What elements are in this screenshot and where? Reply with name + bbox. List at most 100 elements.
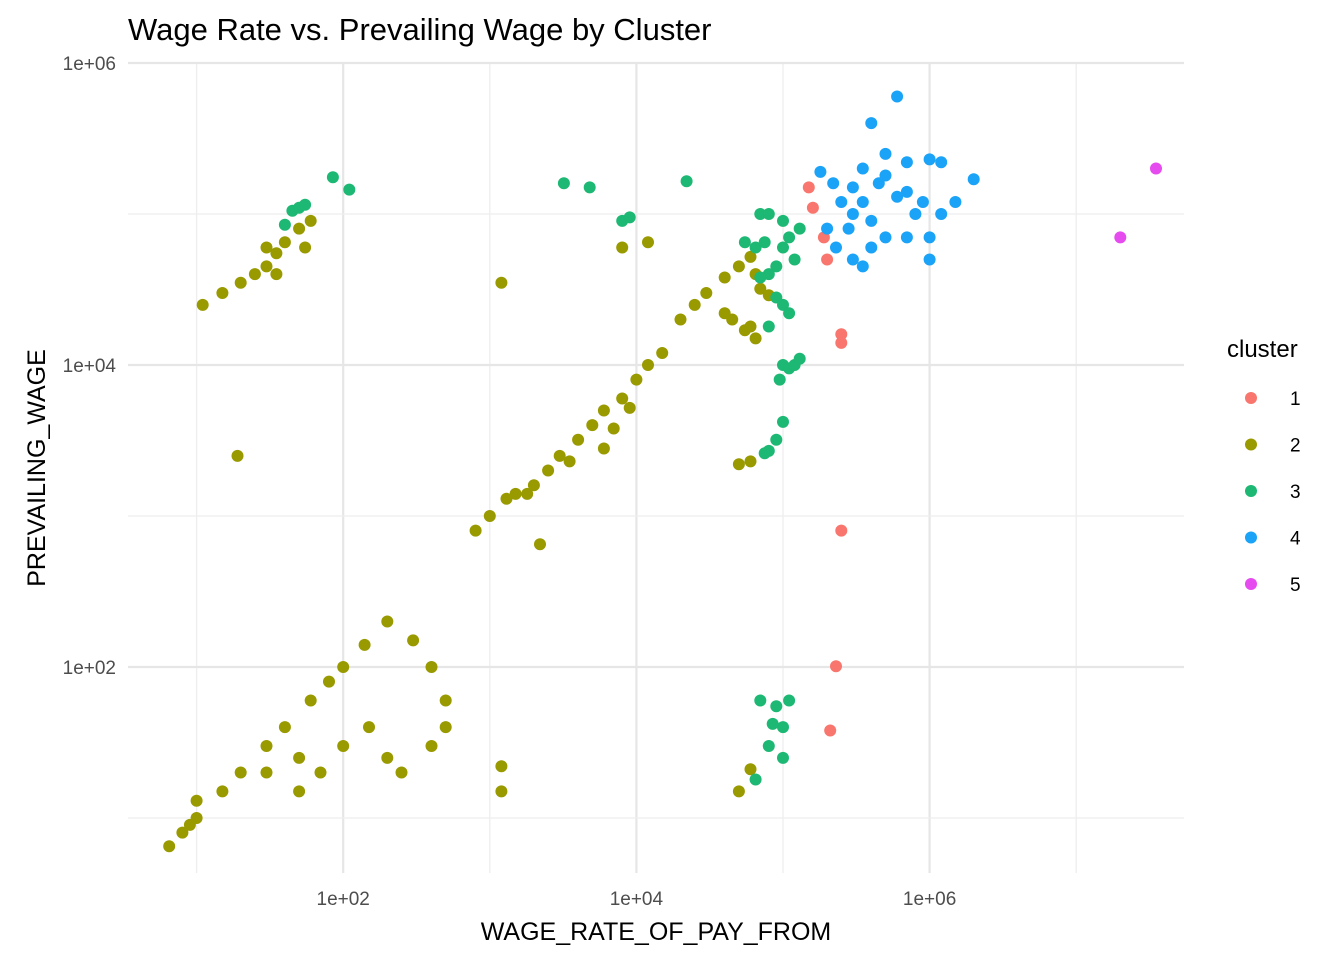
legend-label-4: 4 [1290,529,1301,550]
data-point-cluster-2 [260,241,273,254]
y-tick-label: 1e+04 [63,356,117,377]
data-point-cluster-3 [326,171,339,184]
data-point-cluster-2 [572,433,585,446]
data-point-cluster-2 [630,373,643,386]
data-point-cluster-2 [718,307,731,320]
data-point-cluster-3 [758,447,771,460]
data-point-cluster-2 [260,740,273,752]
data-point-cluster-2 [439,721,452,734]
data-point-cluster-1 [824,724,837,737]
data-point-cluster-2 [483,510,496,522]
data-point-cluster-3 [623,211,636,224]
data-point-cluster-4 [846,253,859,266]
data-point-cluster-2 [190,812,203,824]
data-point-cluster-4 [891,190,904,203]
data-point-cluster-1 [821,253,834,266]
data-point-cluster-2 [586,419,599,432]
data-point-cluster-5 [1114,231,1127,244]
data-point-cluster-2 [381,615,394,628]
data-point-cluster-3 [754,271,767,284]
y-tick-label: 1e+06 [63,54,116,75]
data-point-cluster-4 [900,185,913,198]
data-point-cluster-3 [788,253,801,266]
data-point-cluster-4 [923,153,936,166]
data-point-cluster-5 [1150,162,1162,175]
data-point-cluster-3 [343,183,356,196]
data-point-cluster-2 [231,449,244,462]
data-point-cluster-2 [744,455,757,468]
data-point-cluster-2 [363,721,375,734]
x-axis-ticks: 1e+02 1e+04 1e+06 [317,889,957,910]
data-point-cluster-4 [827,177,840,190]
data-point-cluster-4 [842,222,855,235]
data-point-cluster-4 [846,208,859,220]
x-tick-label: 1e+06 [903,889,956,910]
data-point-cluster-1 [835,336,848,349]
data-point-cluster-2 [234,766,247,779]
data-point-cluster-2 [597,442,610,455]
data-point-cluster-3 [762,208,775,220]
data-point-cluster-2 [176,826,189,839]
data-point-cluster-3 [777,241,789,254]
data-point-cluster-4 [856,260,869,273]
data-point-cluster-4 [865,117,878,130]
data-point-cluster-4 [814,165,827,178]
data-point-cluster-2 [358,638,371,651]
data-point-cluster-3 [793,352,806,365]
data-point-cluster-3 [773,373,786,386]
data-point-cluster-2 [542,464,555,477]
legend-label-3: 3 [1290,482,1301,503]
data-point-cluster-4 [900,231,913,244]
data-point-cluster-2 [304,214,317,227]
data-point-cluster-2 [248,268,261,281]
data-point-cluster-2 [278,236,291,249]
data-point-cluster-2 [216,287,229,299]
data-point-cluster-4 [830,241,842,254]
data-point-cluster-2 [314,766,327,779]
data-point-cluster-1 [806,201,819,214]
data-point-cluster-2 [534,538,546,551]
data-point-cluster-2 [439,694,452,707]
data-point-cluster-2 [749,332,762,345]
data-point-cluster-2 [642,236,654,249]
data-point-cluster-3 [557,177,570,190]
data-point-cluster-4 [949,196,962,208]
data-point-cluster-2 [744,763,757,776]
data-point-cluster-2 [674,313,687,326]
data-point-cluster-3 [777,415,789,428]
x-tick-label: 1e+04 [610,889,664,910]
legend-label-5: 5 [1290,575,1301,596]
data-point-cluster-2 [718,271,731,284]
data-point-cluster-4 [879,147,892,160]
data-point-cluster-2 [700,287,713,299]
data-point-cluster-1 [802,181,815,194]
data-point-cluster-2 [642,359,654,371]
data-point-cluster-4 [900,156,913,169]
data-point-cluster-2 [469,524,482,537]
data-point-cluster-2 [163,840,176,853]
legend-key-4 [1245,531,1257,544]
data-point-cluster-3 [770,700,783,713]
data-point-cluster-2 [607,422,620,435]
data-point-cluster-4 [865,241,878,254]
data-point-cluster-2 [527,479,540,492]
data-point-cluster-2 [563,455,576,468]
data-point-cluster-2 [395,766,408,779]
data-point-cluster-3 [783,694,796,707]
data-point-cluster-3 [783,231,796,244]
data-point-cluster-2 [407,634,420,647]
data-point-cluster-2 [270,268,283,281]
data-point-cluster-4 [879,169,892,182]
data-point-cluster-2 [323,675,335,688]
data-point-cluster-3 [793,222,806,235]
data-point-cluster-4 [923,231,936,244]
data-point-cluster-4 [821,222,834,235]
data-point-cluster-2 [688,298,701,311]
data-point-cluster-2 [521,487,534,500]
data-point-cluster-2 [744,250,757,263]
data-point-cluster-3 [777,721,789,734]
data-point-cluster-3 [777,298,789,311]
data-point-cluster-3 [278,218,291,231]
data-point-cluster-4 [879,231,892,244]
